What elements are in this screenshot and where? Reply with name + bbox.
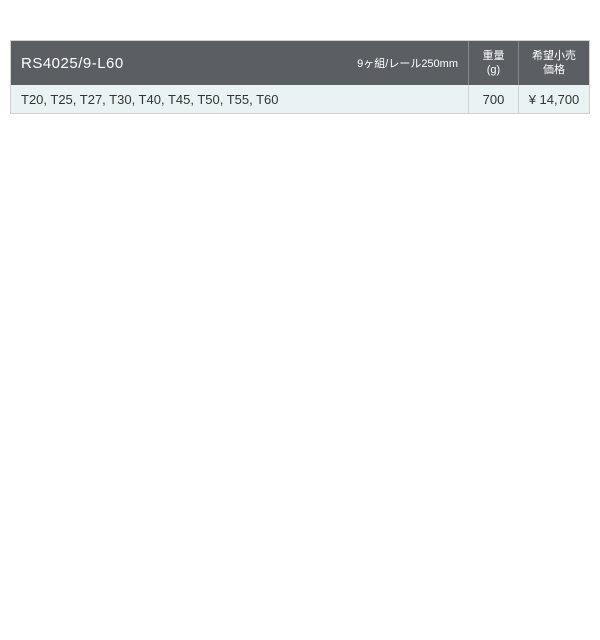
table-header-row: RS4025/9-L60 9ヶ組/レール250mm 重量 (g) 希望小売 価格 (11, 41, 589, 85)
header-weight-cell: 重量 (g) (469, 41, 519, 85)
weight-label-top: 重量 (483, 49, 505, 63)
weight-value: 700 (483, 92, 505, 107)
weight-label-bottom: (g) (487, 63, 500, 77)
price-value: ¥ 14,700 (529, 92, 580, 107)
sizes-value: T20, T25, T27, T30, T40, T45, T50, T55, … (21, 92, 279, 107)
product-spec-table: RS4025/9-L60 9ヶ組/レール250mm 重量 (g) 希望小売 価格… (10, 40, 590, 114)
header-price-cell: 希望小売 価格 (519, 41, 589, 85)
data-weight-cell: 700 (469, 85, 519, 113)
table-data-row: T20, T25, T27, T30, T40, T45, T50, T55, … (11, 85, 589, 113)
price-label-top: 希望小売 (532, 49, 576, 63)
product-description: 9ヶ組/レール250mm (357, 55, 458, 71)
header-main-cell: RS4025/9-L60 9ヶ組/レール250mm (11, 41, 469, 85)
price-label-bottom: 価格 (543, 63, 565, 77)
product-sku: RS4025/9-L60 (21, 55, 124, 72)
data-sizes-cell: T20, T25, T27, T30, T40, T45, T50, T55, … (11, 85, 469, 113)
data-price-cell: ¥ 14,700 (519, 85, 589, 113)
